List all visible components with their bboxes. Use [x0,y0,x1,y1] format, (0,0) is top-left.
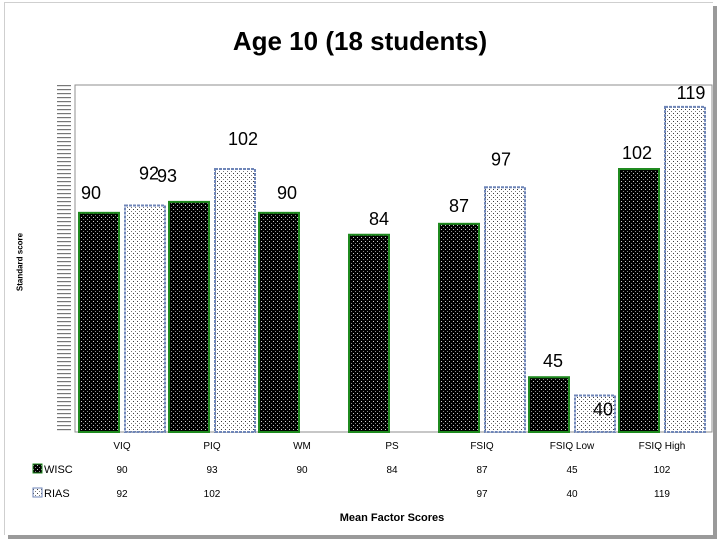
bar-rias-0 [124,204,166,433]
bar-rias-4 [484,186,526,433]
table-cell-wisc-0: 90 [116,465,128,476]
x-tick-label-1: PIQ [203,441,220,452]
table-cell-rias-0: 92 [116,489,128,500]
legend-label-rias: RIAS [44,488,70,500]
x-tick-label-5: FSIQ Low [550,441,595,452]
bar-wisc-6 [618,168,660,433]
table-cell-wisc-4: 87 [476,465,488,476]
data-label-rias-4: 97 [491,149,511,169]
table-cell-wisc-6: 102 [654,465,671,476]
x-tick-label-3: PS [385,441,399,452]
x-axis-label: Mean Factor Scores [339,512,445,524]
data-label-wisc-2: 90 [277,183,297,203]
chart-title: Age 10 (18 students) [232,26,488,56]
bar-wisc-1 [168,200,210,433]
slide-frame [4,2,713,535]
table-cell-wisc-5: 45 [566,465,578,476]
data-label-wisc-6: 102 [622,143,652,163]
x-tick-label-0: VIQ [113,441,130,452]
x-tick-label-2: WM [293,441,311,452]
data-label-rias-6: 119 [677,83,706,103]
table-cell-wisc-2: 90 [296,465,308,476]
data-label-rias-0: 92 [139,164,159,184]
data-label-rias-5: 40 [593,399,613,419]
table-cell-wisc-1: 93 [206,465,218,476]
plot-frame [74,84,713,433]
table-cell-wisc-3: 84 [386,465,398,476]
x-tick-label-6: FSIQ High [639,441,686,452]
data-label-rias-1: 102 [228,129,258,149]
bar-rias-5 [574,394,616,434]
y-axis-ticks [57,85,71,431]
bar-rias-1 [214,168,256,433]
legend-key-wisc [32,463,43,474]
table-cell-rias-4: 97 [476,489,488,500]
bar-wisc-5 [528,376,570,434]
data-label-wisc-1: 93 [157,166,177,186]
legend-key-rias [32,487,43,498]
table-cell-rias-6: 119 [654,489,670,500]
bar-wisc-0 [78,211,120,433]
bar-wisc-2 [258,211,300,433]
data-label-wisc-0: 90 [81,183,101,203]
data-label-wisc-5: 45 [543,351,563,371]
legend-label-wisc: WISC [44,464,73,476]
data-label-wisc-3: 84 [369,209,389,229]
bar-rias-6 [664,105,706,433]
data-label-wisc-4: 87 [449,196,469,216]
table-cell-rias-5: 40 [566,489,578,500]
x-tick-label-4: FSIQ [470,441,494,452]
table-cell-rias-1: 102 [204,489,221,500]
bar-wisc-4 [438,222,480,433]
bar-wisc-3 [348,233,390,433]
